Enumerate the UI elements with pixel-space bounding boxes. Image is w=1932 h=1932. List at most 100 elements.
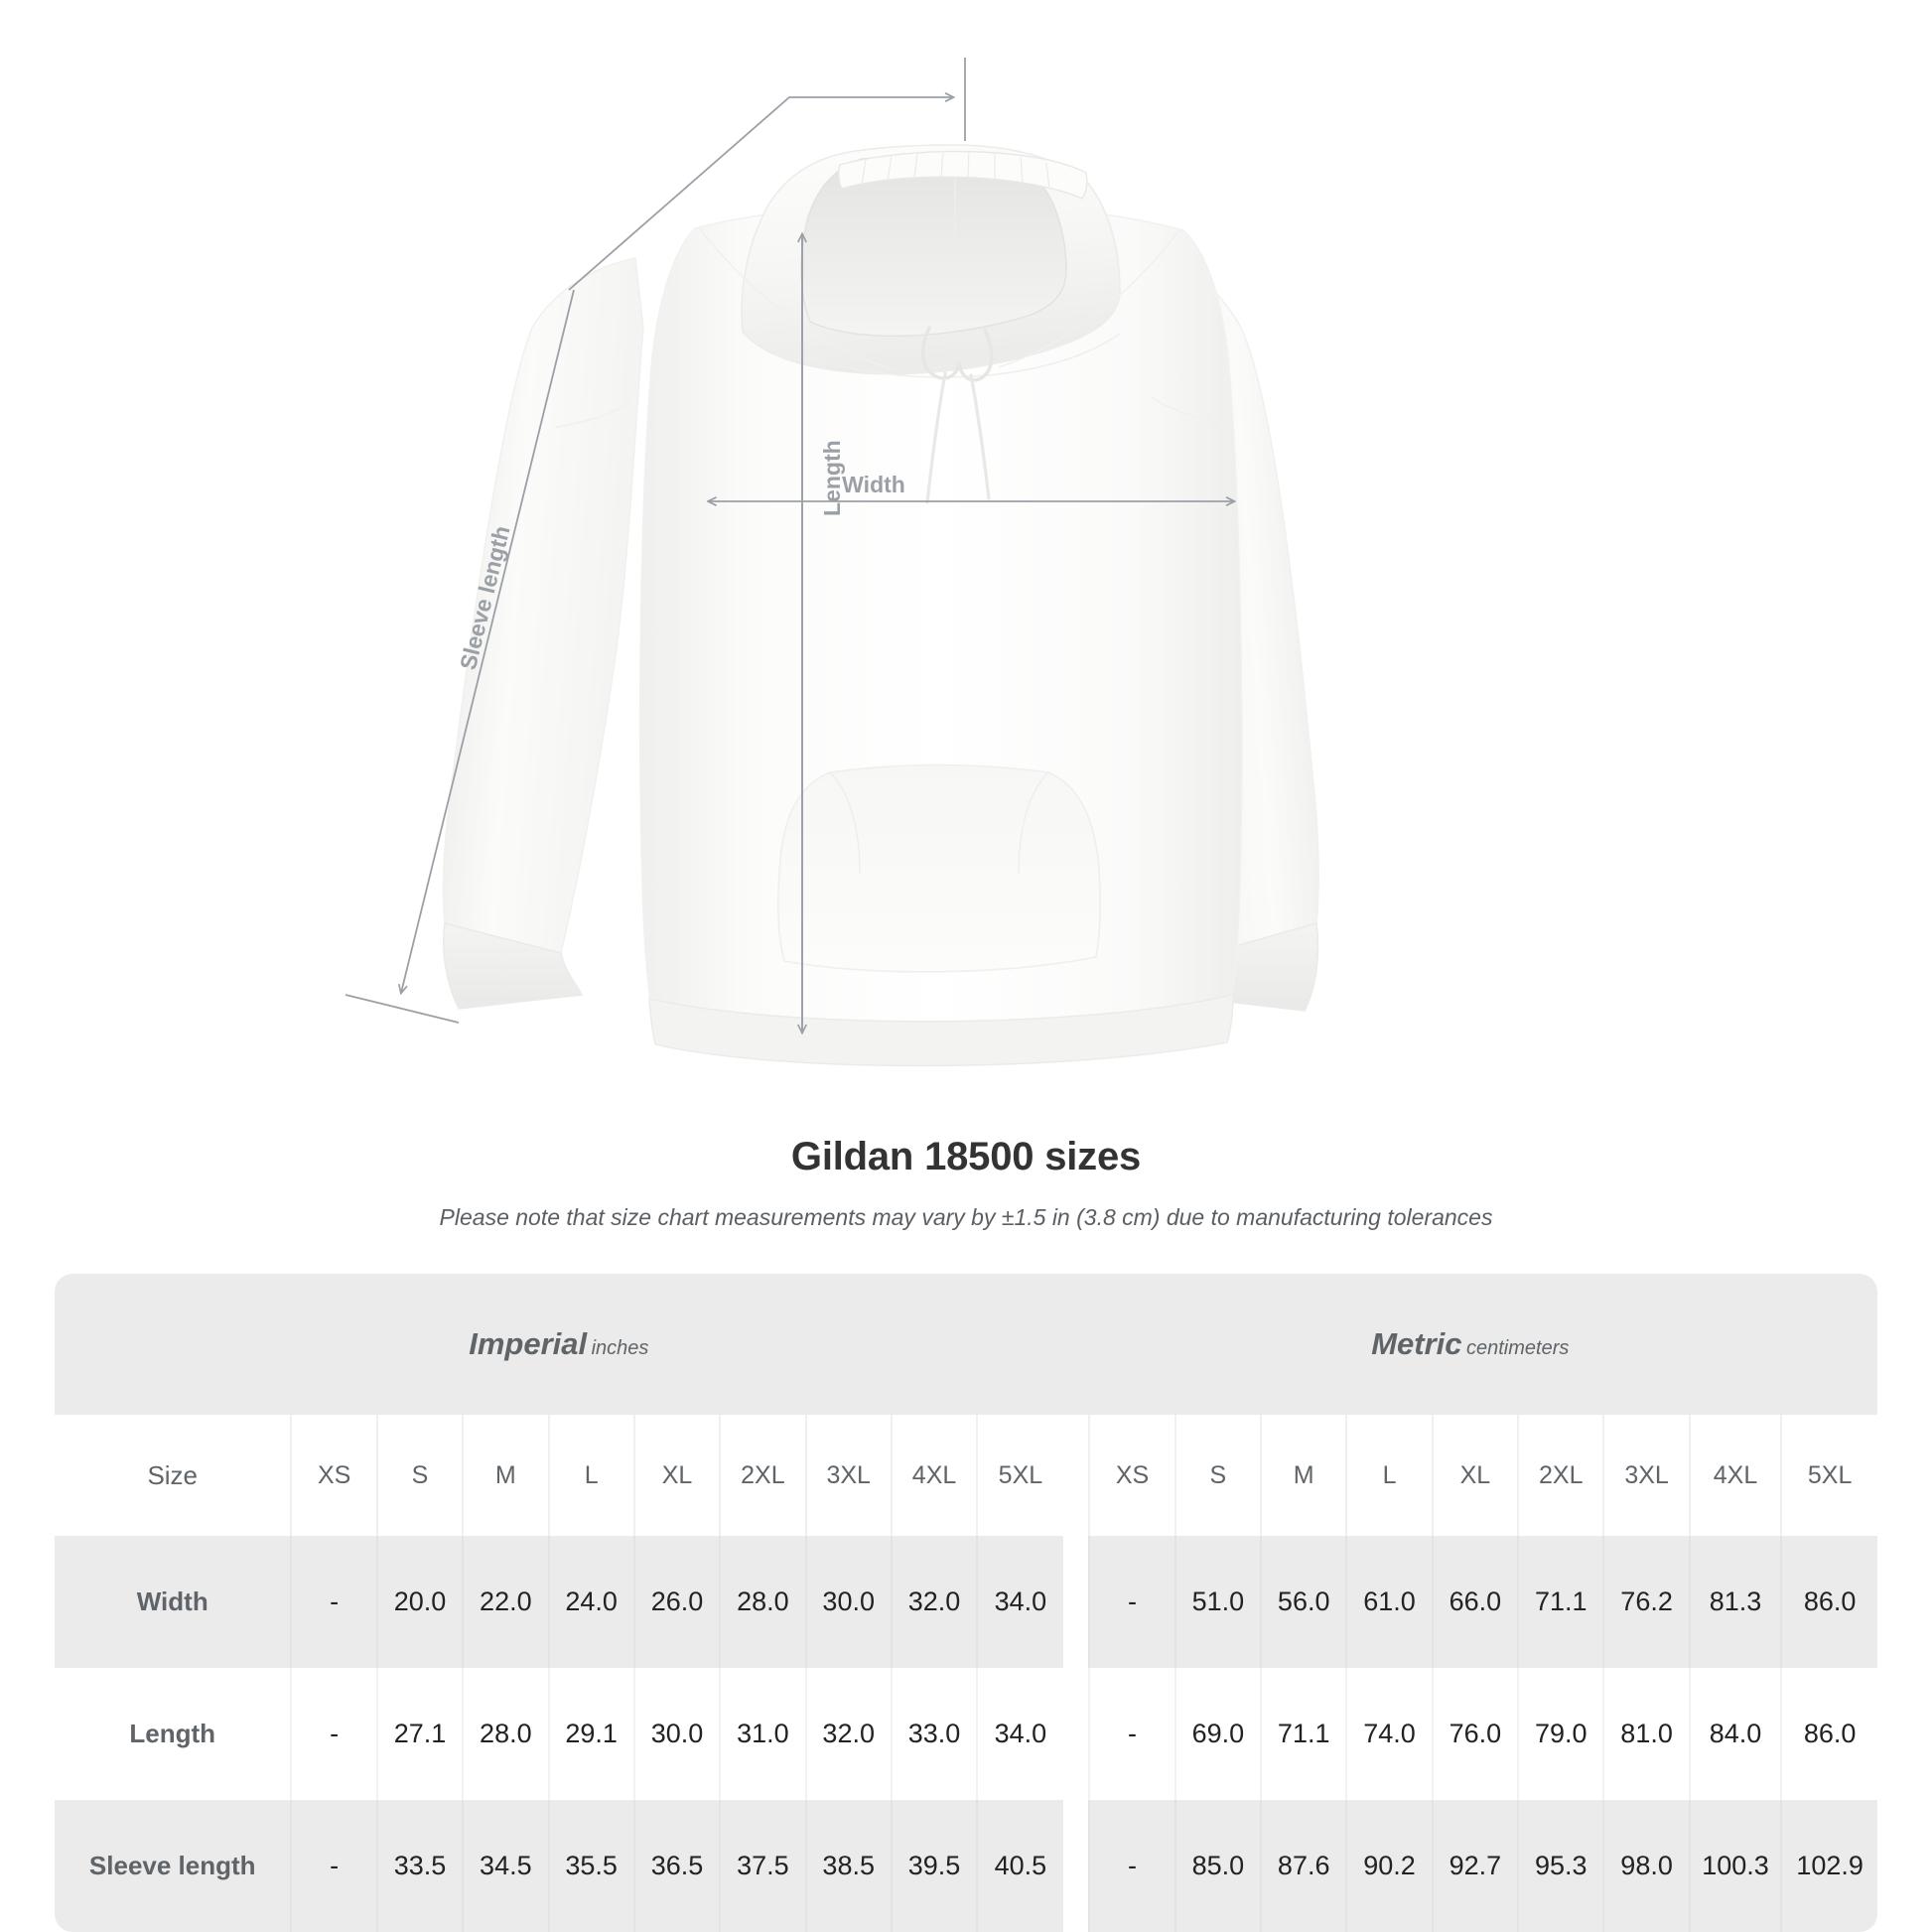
size-label-header: Size: [55, 1415, 292, 1536]
cell-width-metric-5xl: 86.0: [1780, 1536, 1877, 1668]
hoodie-garment: [442, 144, 1319, 1067]
cell-sleeve-metric-s: 85.0: [1173, 1800, 1262, 1932]
col-header-metric-4xl: 4XL: [1688, 1415, 1782, 1536]
length-label: Length: [819, 440, 845, 516]
cell-sleeve-imperial-4xl: 39.5: [890, 1800, 978, 1932]
cell-width-metric-xl: 66.0: [1431, 1536, 1519, 1668]
col-header-imperial-5xl: 5XL: [976, 1415, 1063, 1536]
cell-width-imperial-xl: 26.0: [632, 1536, 721, 1668]
cell-width-imperial-xs: -: [290, 1536, 377, 1668]
size-table-container: Imperial inches Metric centimeters Size …: [55, 1274, 1877, 1932]
cell-sleeve-metric-4xl: 100.3: [1688, 1800, 1782, 1932]
cell-length-metric-xs: -: [1088, 1668, 1175, 1800]
col-header-metric-5xl: 5XL: [1780, 1415, 1877, 1536]
chart-title: Gildan 18500 sizes: [790, 1135, 1142, 1178]
sleeve-measure-line: [401, 289, 575, 993]
col-header-imperial-l: L: [547, 1415, 634, 1536]
cell-width-metric-l: 61.0: [1345, 1536, 1433, 1668]
cell-width-imperial-3xl: 30.0: [804, 1536, 892, 1668]
cell-length-imperial-4xl: 33.0: [890, 1668, 978, 1800]
cell-sleeve-imperial-2xl: 37.5: [719, 1800, 806, 1932]
chart-subtitle: Please note that size chart measurements…: [439, 1204, 1493, 1230]
cell-sleeve-imperial-xl: 36.5: [632, 1800, 721, 1932]
col-header-metric-m: M: [1260, 1415, 1347, 1536]
col-header-imperial-xs: XS: [290, 1415, 377, 1536]
unit-name-imperial: Imperial: [469, 1325, 588, 1361]
cell-length-metric-m: 71.1: [1260, 1668, 1347, 1800]
cell-length-metric-2xl: 79.0: [1517, 1668, 1604, 1800]
col-header-imperial-3xl: 3XL: [804, 1415, 892, 1536]
cell-width-metric-s: 51.0: [1173, 1536, 1262, 1668]
section-gap: [1062, 1668, 1090, 1800]
col-header-metric-3xl: 3XL: [1602, 1415, 1690, 1536]
cell-sleeve-imperial-l: 35.5: [547, 1800, 634, 1932]
cell-length-imperial-m: 28.0: [462, 1668, 549, 1800]
unit-cell-metric: Metric centimeters: [1062, 1274, 1877, 1415]
chart-heading: Gildan 18500 sizes Please note that size…: [0, 1132, 1932, 1233]
cell-width-imperial-s: 20.0: [375, 1536, 464, 1668]
cell-width-metric-4xl: 81.3: [1688, 1536, 1782, 1668]
cell-sleeve-imperial-xs: -: [290, 1800, 377, 1932]
section-gap: [1062, 1536, 1090, 1668]
cell-width-imperial-2xl: 28.0: [719, 1536, 806, 1668]
cell-sleeve-imperial-3xl: 38.5: [804, 1800, 892, 1932]
cell-sleeve-metric-xl: 92.7: [1431, 1800, 1519, 1932]
unit-sub-metric: centimeters: [1466, 1336, 1570, 1359]
cell-sleeve-imperial-s: 33.5: [375, 1800, 464, 1932]
col-header-imperial-m: M: [462, 1415, 549, 1536]
cell-width-metric-xs: -: [1088, 1536, 1175, 1668]
table-row: Sleeve length - 33.5 34.5 35.5 36.5 37.5…: [55, 1800, 1877, 1932]
col-header-metric-l: L: [1345, 1415, 1433, 1536]
col-header-imperial-2xl: 2XL: [719, 1415, 806, 1536]
width-label: Width: [842, 472, 905, 497]
cell-length-imperial-2xl: 31.0: [719, 1668, 806, 1800]
col-header-imperial-xl: XL: [632, 1415, 721, 1536]
cell-length-imperial-5xl: 34.0: [976, 1668, 1063, 1800]
cell-sleeve-imperial-m: 34.5: [462, 1800, 549, 1932]
hood-leader-line: [568, 97, 953, 291]
col-header-imperial-4xl: 4XL: [890, 1415, 978, 1536]
sleeve-end-tick: [345, 994, 460, 1024]
cell-length-imperial-s: 27.1: [375, 1668, 464, 1800]
cell-width-imperial-5xl: 34.0: [976, 1536, 1063, 1668]
col-header-metric-s: S: [1173, 1415, 1262, 1536]
size-table: Imperial inches Metric centimeters Size …: [55, 1274, 1877, 1932]
cell-length-imperial-xl: 30.0: [632, 1668, 721, 1800]
cell-sleeve-imperial-5xl: 40.5: [976, 1800, 1063, 1932]
cell-length-imperial-3xl: 32.0: [804, 1668, 892, 1800]
cell-sleeve-metric-5xl: 102.9: [1780, 1800, 1877, 1932]
cell-width-imperial-l: 24.0: [547, 1536, 634, 1668]
cell-length-metric-3xl: 81.0: [1602, 1668, 1690, 1800]
unit-sub-imperial: inches: [591, 1336, 649, 1359]
col-header-metric-xs: XS: [1088, 1415, 1175, 1536]
section-gap: [1062, 1800, 1090, 1932]
measurement-annotations: [345, 58, 1234, 1033]
cell-sleeve-metric-xs: -: [1088, 1800, 1175, 1932]
table-row: Length - 27.1 28.0 29.1 30.0 31.0 32.0 3…: [55, 1668, 1877, 1800]
row-label-sleeve-length: Sleeve length: [55, 1800, 292, 1932]
unit-header-row: Imperial inches Metric centimeters: [55, 1274, 1877, 1415]
cell-width-metric-2xl: 71.1: [1517, 1536, 1604, 1668]
cell-sleeve-metric-2xl: 95.3: [1517, 1800, 1604, 1932]
unit-name-metric: Metric: [1371, 1325, 1462, 1361]
cell-length-metric-xl: 76.0: [1431, 1668, 1519, 1800]
cell-width-imperial-m: 22.0: [462, 1536, 549, 1668]
table-row: Width - 20.0 22.0 24.0 26.0 28.0 30.0 32…: [55, 1536, 1877, 1668]
size-header-row: Size XS S M L XL 2XL 3XL 4XL 5XL XS S M …: [55, 1415, 1877, 1536]
hoodie-illustration: Length Width Sleeve length: [345, 58, 1319, 1067]
cell-length-metric-s: 69.0: [1173, 1668, 1262, 1800]
cell-length-metric-5xl: 86.0: [1780, 1668, 1877, 1800]
cell-width-imperial-4xl: 32.0: [890, 1536, 978, 1668]
cell-sleeve-metric-m: 87.6: [1260, 1800, 1347, 1932]
cell-sleeve-metric-3xl: 98.0: [1602, 1800, 1690, 1932]
unit-cell-imperial: Imperial inches: [55, 1274, 1063, 1415]
cell-length-imperial-xs: -: [290, 1668, 377, 1800]
col-header-imperial-s: S: [375, 1415, 464, 1536]
col-header-metric-2xl: 2XL: [1517, 1415, 1604, 1536]
col-header-metric-xl: XL: [1431, 1415, 1519, 1536]
cell-length-metric-l: 74.0: [1345, 1668, 1433, 1800]
row-label-width: Width: [55, 1536, 292, 1668]
cell-length-metric-4xl: 84.0: [1688, 1668, 1782, 1800]
cell-width-metric-m: 56.0: [1260, 1536, 1347, 1668]
